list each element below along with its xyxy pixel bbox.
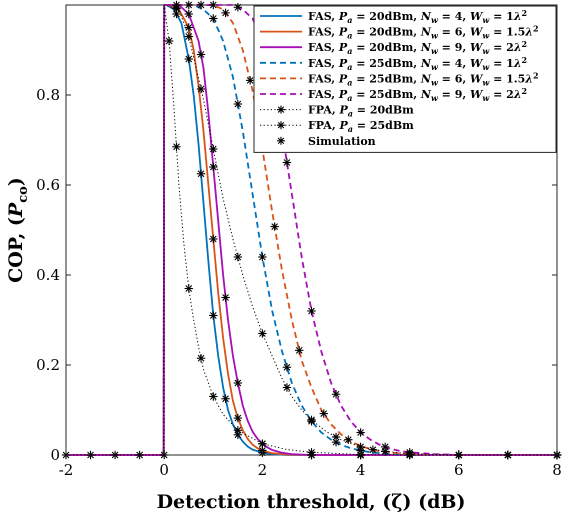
sim-marker-fas25_6-7 <box>368 445 378 454</box>
sim-marker-fpa25-9 <box>356 442 365 452</box>
y-tick-label-2: 0.4 <box>36 266 60 284</box>
sim-marker-fas25_9-6 <box>356 428 365 437</box>
sim-marker-fpa25-5 <box>258 329 267 338</box>
y-tick-label-1: 0.2 <box>36 356 60 374</box>
legend-marker-fpa25 <box>277 121 285 130</box>
sim-marker-fas20_4-3 <box>135 450 144 460</box>
sim-marker-fpa20-3 <box>196 354 206 363</box>
sim-marker-fas25_6-0 <box>196 0 206 10</box>
y-tick-label-0: 0 <box>50 446 60 464</box>
sim-marker-fas25_4-0 <box>184 0 193 10</box>
sim-marker-fas25_9-0 <box>209 0 218 10</box>
sim-marker-fpa25-4 <box>233 252 243 262</box>
legend-marker-fpa20 <box>277 105 285 114</box>
sim-marker-fpa20-5 <box>233 426 243 435</box>
sim-marker-fas20_6-2 <box>209 234 218 244</box>
y-axis-label-close: ) <box>5 177 27 186</box>
sim-marker-fpa25-2 <box>196 84 206 94</box>
sim-marker-fas25_6-4 <box>295 346 304 355</box>
y-axis-label-var: P <box>5 202 27 218</box>
series-line-fas25_4 <box>66 4 557 456</box>
sim-marker-fas25_4-1 <box>209 14 218 23</box>
sim-marker-fas25_4-2 <box>233 99 243 109</box>
x-tick-label-1: 0 <box>159 461 169 479</box>
sim-marker-fas20_9-4 <box>221 293 230 302</box>
sim-marker-fas20_6-3 <box>233 413 243 423</box>
sim-marker-fas25_6-3 <box>270 222 279 231</box>
sim-marker-fpa25-1 <box>184 32 193 41</box>
series-line-fas25_9 <box>66 4 557 456</box>
series-line-fas20_9 <box>66 4 557 456</box>
legend-entry-fas25_4: FAS, Pa = 25dBm, Nw = 4, Ww = 1λ2 <box>308 55 527 72</box>
sim-marker-fpa20-1 <box>172 142 181 151</box>
sim-marker-fpa25-10 <box>380 447 390 456</box>
sim-marker-fas20_9-3 <box>209 162 218 172</box>
curves-layer <box>66 4 557 456</box>
sim-marker-fpa25-0 <box>172 4 181 13</box>
sim-marker-fas20_4-8 <box>209 311 218 320</box>
sim-marker-fpa20-4 <box>209 392 218 401</box>
sim-marker-fas20_4-6 <box>184 54 193 64</box>
x-tick-label-0: -2 <box>59 461 74 479</box>
sim-marker-fas25_6-1 <box>221 8 230 18</box>
sim-marker-fas25_6-6 <box>344 435 353 444</box>
sim-marker-fas20_6-1 <box>184 23 193 32</box>
y-axis-label-main: COP, ( <box>5 217 27 283</box>
x-tick-label-5: 8 <box>552 461 562 479</box>
sim-marker-fas20_9-1 <box>184 9 193 19</box>
sim-marker-fas25_9-5 <box>331 390 341 399</box>
sim-marker-fas25_6-5 <box>319 409 328 418</box>
x-axis-label: Detection threshold, (ζ) (dB) <box>157 491 466 513</box>
sim-marker-fas20_9-5 <box>233 378 243 388</box>
sim-marker-fpa20-2 <box>184 284 193 293</box>
sim-marker-fas25_9-10 <box>503 450 513 460</box>
sim-marker-fpa25-3 <box>209 144 218 154</box>
sim-marker-fpa25-8 <box>331 432 341 442</box>
sim-marker-fas20_4-1 <box>86 450 95 460</box>
y-tick-label-4: 0.8 <box>36 86 60 104</box>
sim-marker-fpa25-6 <box>282 383 292 392</box>
x-tick-label-4: 6 <box>454 461 464 479</box>
legend-entry-fas20_9: FAS, Pa = 20dBm, Nw = 9, Ww = 2λ2 <box>308 39 527 56</box>
legend-entry-simulation: Simulation <box>308 135 376 148</box>
sim-marker-fas25_9-8 <box>405 448 414 457</box>
sim-marker-fas20_4-2 <box>110 450 120 460</box>
sim-marker-fpa20-6 <box>258 439 267 448</box>
legend-box <box>253 5 557 153</box>
legend-entry-fas20_4: FAS, Pa = 20dBm, Nw = 4, Ww = 1λ2 <box>308 8 527 25</box>
ticks-layer: -2 0 2 4 6 800.20.40.60.8 <box>36 5 562 479</box>
sim-marker-fas20_4-7 <box>196 169 206 178</box>
sim-marker-fpa20-7 <box>307 448 316 457</box>
sim-marker-fas25_9-4 <box>307 306 316 316</box>
legend-entry-fas25_9: FAS, Pa = 25dBm, Nw = 9, Ww = 2λ2 <box>308 86 527 103</box>
legend-entry-fpa20: FPA, Pa = 20dBm <box>308 104 414 119</box>
sim-marker-fas20_4-9 <box>221 394 230 403</box>
sim-marker-fas25_9-3 <box>282 158 292 167</box>
y-axis-label: COP, (Pco) <box>5 177 31 283</box>
sim-marker-fas25_4-3 <box>258 252 267 262</box>
sim-marker-fas20_9-2 <box>196 50 206 59</box>
sim-marker-fas25_9-1 <box>233 3 243 12</box>
series-line-fas25_6 <box>66 4 557 456</box>
sim-marker-fpa25-7 <box>307 415 316 425</box>
y-tick-label-3: 0.6 <box>36 176 60 194</box>
y-axis-label-sub: co <box>16 186 31 203</box>
legend-marker-simulation <box>277 136 285 145</box>
legend-entry-fas20_6: FAS, Pa = 20dBm, Nw = 6, Ww = 1.5λ2 <box>308 24 539 41</box>
series-line-fpa25 <box>66 4 557 456</box>
sim-marker-fpa20-0 <box>164 36 174 46</box>
x-tick-label-2: 2 <box>258 461 268 479</box>
legend-entry-fas25_6: FAS, Pa = 25dBm, Nw = 6, Ww = 1.5λ2 <box>308 70 539 87</box>
sim-marker-fas25_4-4 <box>282 363 292 372</box>
sim-marker-fas25_6-2 <box>245 76 255 85</box>
legend-entry-fpa25: FPA, Pa = 25dBm <box>308 119 414 134</box>
x-tick-label-3: 4 <box>356 461 366 479</box>
